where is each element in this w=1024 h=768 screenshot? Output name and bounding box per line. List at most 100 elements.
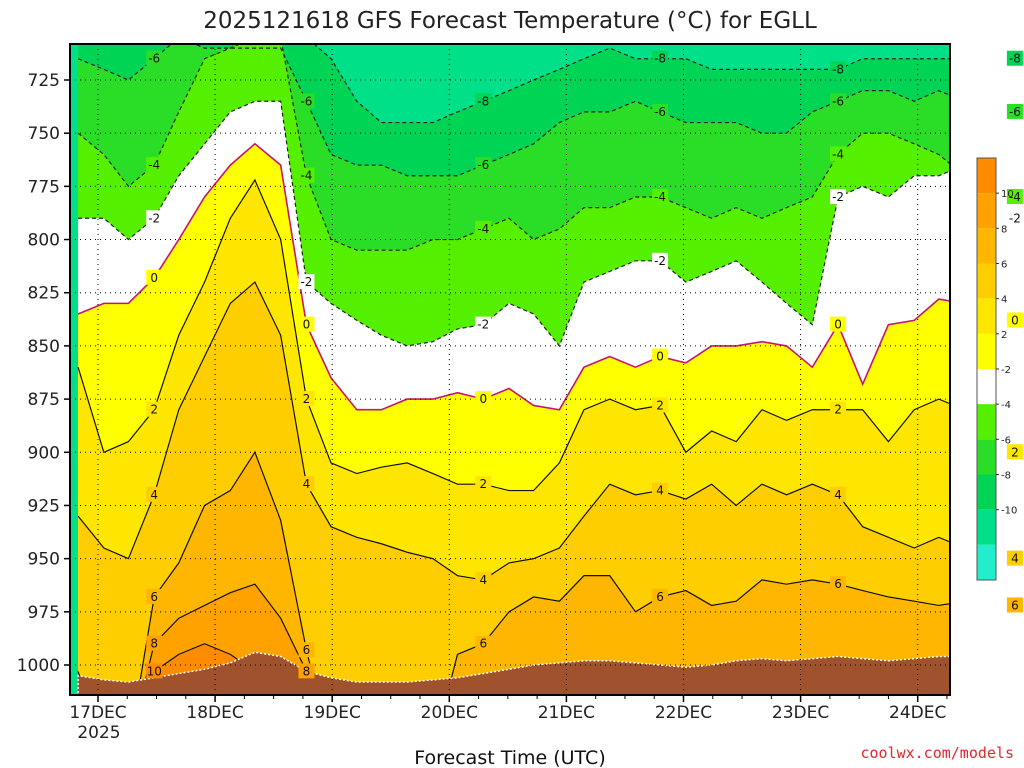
contour-label-bg [146,588,163,604]
contour-label-bg [1006,597,1023,613]
isotherm-8 [141,583,315,695]
contour-label: -4 [832,147,844,161]
grid [70,44,950,695]
contour-label-bg [298,642,315,658]
x-axis: 17DEC 18DEC 19DEC 20DEC 21DEC 22DEC 23DEC 24DEC [69,695,948,723]
colorbar-bin [977,333,996,369]
colorbar-bin [977,474,996,510]
contour-label-bg [830,576,847,592]
contour-label: 0 [150,271,158,285]
contour-label-bg [830,93,847,109]
colorbar-bin [977,228,996,264]
contour-label: -4 [300,169,312,183]
contour-label-bg [475,220,492,236]
contour-label: -6 [654,105,666,119]
contour-label-bg [298,663,315,679]
colorbar-bin [977,439,996,475]
contour-label: -4 [477,222,489,236]
colorbar-tick-label: 10 [1001,189,1014,200]
colorbar-bin [977,298,996,334]
contour-label: -8 [1009,52,1021,66]
contour-label-bg [475,635,492,651]
contour-label: 6 [1011,598,1019,612]
colorbar-tick-label: -6 [1001,435,1011,446]
y-tick-label: 950 [28,550,60,570]
temperature-fill [70,44,950,695]
contour-label: -6 [832,94,844,108]
contour-label-bg [146,401,163,417]
contour-label-bg [146,210,163,226]
contour-label: -2 [832,190,844,204]
contour-label: 4 [656,484,664,498]
contour-label: -6 [477,158,489,172]
isotherm-0 [77,142,950,411]
isotherm--8 [313,44,950,124]
contour-label: -2 [654,254,666,268]
contour-label: -2 [477,318,489,332]
contour-label-bg [652,50,669,66]
y-tick-label: 975 [28,603,60,623]
isotherm--6 [77,44,950,177]
credit-text: coolwx.com/models [860,744,1014,762]
contour-label: 4 [150,488,158,502]
colorbar-bin [977,193,996,229]
contour-label: 8 [303,664,311,678]
contour-label-bg [652,252,669,268]
contour-label-bg [475,476,492,492]
colorbar-tick-label: -8 [1001,471,1011,482]
contour-label-bg [475,571,492,587]
contour-label: 0 [1011,313,1019,327]
contour-label: 2 [479,477,487,491]
contour-label-bg [1006,103,1023,119]
contour-label-bg [830,401,847,417]
isotherm-2 [77,178,950,492]
contour-label-bg [652,348,669,364]
contour-label-bg [1006,50,1023,66]
y-tick-label: 850 [28,337,60,357]
x-tick-label: 22DEC [655,703,712,723]
colorbar-bin [977,263,996,299]
contour-label-bg [1006,312,1023,328]
x-tick-label: 17DEC [69,703,126,723]
contour-label: 4 [303,477,311,491]
band-4 [78,282,950,695]
contour-label: -6 [148,52,160,66]
band-6 [78,452,950,695]
colorbar: 10 8 6 4 2 -2 -4 -6 -8 -10 [976,157,1017,581]
plot-frame [69,43,951,696]
contour-label-bg [1006,550,1023,566]
contour-label: -2 [1009,211,1021,225]
contour-label-bg [1006,444,1023,460]
contour-label-bg [830,189,847,204]
colorbar-tick-label: -4 [1001,400,1011,411]
contour-label: -2 [300,275,312,289]
contour-label: 8 [150,637,158,651]
contour-label-bg [830,316,847,332]
contour-label: -4 [654,190,666,204]
contour-label: 0 [834,318,842,332]
contour-label: 6 [150,590,158,604]
colorbar-bin [977,369,996,405]
contour-label-bg [475,157,492,173]
contour-label-bg [652,397,669,413]
isotherm-lines [77,44,950,695]
contour-label-bg [298,476,315,492]
contour-label: -4 [1009,190,1021,204]
y-tick-label: 775 [28,177,60,197]
contour-label-bg [475,93,492,109]
ground-fill [77,651,950,695]
contour-label: 2 [1011,445,1019,459]
colorbar-bin [977,544,996,580]
x-year-label: 2025 [77,723,120,743]
contour-label: -6 [300,94,312,108]
colorbar-bin [977,158,996,194]
contour-label-bg [298,391,315,407]
contour-label: 0 [303,318,311,332]
contour-label: 0 [656,350,664,364]
contour-label: -4 [148,158,160,172]
contour-label: 2 [150,403,158,417]
colorbar-tick-label: -2 [1001,365,1011,376]
y-tick-label: 1000 [17,656,60,676]
